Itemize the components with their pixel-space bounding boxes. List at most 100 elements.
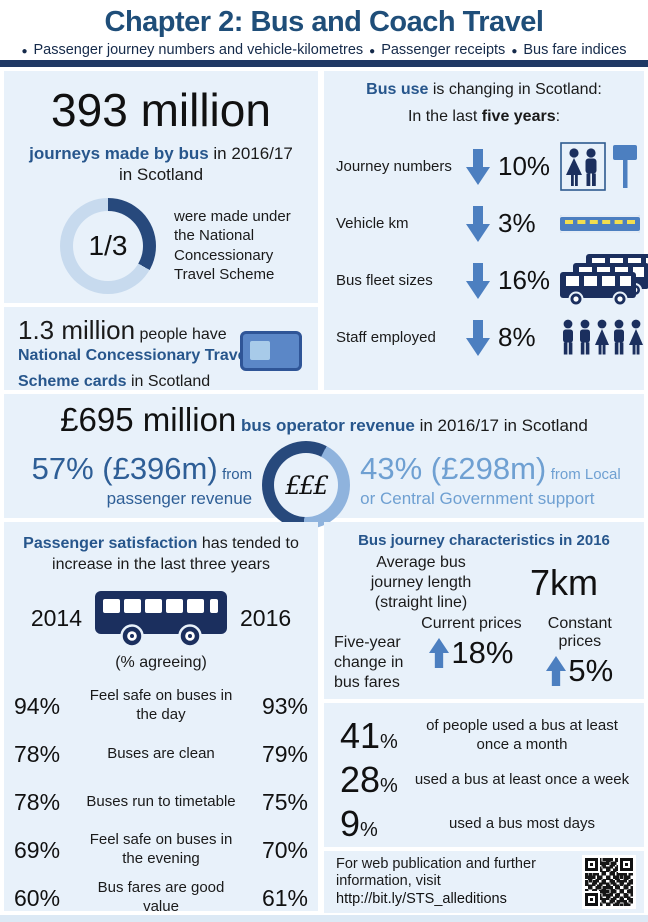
journeys-subtitle: journeys made by bus in 2016/17 in Scotl… — [4, 143, 318, 186]
usage-number: 28 — [340, 759, 381, 800]
usage-number: 41 — [340, 715, 381, 756]
value-2016: 70% — [261, 836, 308, 863]
qr-finder-icon — [620, 858, 633, 871]
bus-use-sub-bold: five years — [481, 108, 556, 125]
year-2016-label: 2016 — [240, 605, 292, 632]
bus-use-title: Bus use is changing in Scotland: — [324, 81, 644, 99]
percent-sign: % — [360, 819, 378, 841]
donut-fraction-label: 1/3 — [73, 210, 143, 281]
usage-label: used a bus most days — [449, 814, 595, 832]
journeys-subtitle-bold: journeys made by bus — [29, 144, 209, 163]
avg-journey-value: 7km — [529, 562, 598, 603]
cards-line1: 1.3 million people have — [18, 315, 304, 346]
fare-change-label: Five-year change in bus fares — [334, 634, 404, 691]
bus-use-rows: Journey numbers 10% — [324, 138, 648, 366]
usage-panel: 41% of people used a bus at least once a… — [324, 703, 644, 847]
down-arrow-icon — [462, 148, 494, 185]
avg-journey-label: Average bus journey length (straight lin… — [370, 554, 472, 611]
satisfaction-panel: Passenger satisfaction has tended to inc… — [4, 522, 318, 915]
constant-prices-block: Constant prices 5% — [526, 615, 634, 693]
revenue-ring-chart: £££ — [262, 441, 351, 529]
satisfaction-bus-row: 2014 2016 — [4, 588, 318, 650]
government-support-value: 43% (£298m) — [360, 451, 547, 486]
row-label: Buses run to timetable — [86, 792, 236, 810]
row-value: 16% — [498, 265, 551, 295]
revenue-title-rest: in 2016/17 in Scotland — [419, 416, 588, 435]
row-value: 3% — [498, 208, 536, 238]
satisfaction-row: 69% Feel safe on buses in the evening 70… — [4, 828, 318, 873]
row-label: Bus fares are good value — [97, 879, 225, 916]
characteristics-panel: Bus journey characteristics in 2016 Aver… — [324, 522, 644, 699]
value-2014: 69% — [14, 836, 61, 863]
satisfaction-title-line2: increase in the last three years — [52, 555, 270, 573]
bullet-icon: ● — [21, 46, 28, 57]
bus-use-title-rest: is changing in Scotland: — [432, 81, 602, 98]
down-arrow-icon — [462, 319, 494, 356]
topic-item: Bus fare indices — [523, 42, 627, 58]
satisfaction-row: 78% Buses are clean 79% — [4, 732, 318, 777]
passengers-at-bus-stop-icon — [560, 141, 606, 191]
down-arrow-icon — [462, 205, 494, 242]
bullet-icon: ● — [511, 46, 518, 57]
usage-row-mostdays: 9% used a bus most days — [340, 803, 632, 845]
usage-label: used a bus at least once a week — [414, 770, 630, 788]
percent-sign: % — [380, 775, 398, 797]
bus-use-row-staff: Staff employed 8% — [324, 309, 644, 366]
passenger-revenue-line2: passenger revenue — [106, 489, 253, 508]
percent-sign: % — [380, 731, 398, 753]
qr-finder-icon — [585, 893, 598, 906]
cards-big-number: 1.3 million — [18, 315, 136, 345]
value-2016: 75% — [261, 788, 308, 815]
up-arrow-icon — [429, 638, 450, 668]
pound-symbols: £££ — [274, 453, 339, 517]
journeys-big-number: 393 million — [51, 84, 271, 136]
value-2016: 93% — [261, 692, 308, 719]
row-label: Buses are clean — [107, 744, 215, 762]
characteristics-title: Bus journey characteristics in 2016 — [358, 532, 610, 549]
usage-value: 41% — [340, 715, 412, 757]
usage-label: of people used a bus at least once a mon… — [426, 717, 618, 753]
bottom-strip — [0, 915, 648, 922]
footer-url-link[interactable]: http://bit.ly/STS_alleditions — [336, 890, 507, 907]
passenger-revenue-share: 57% (£396m) from passenger revenue — [14, 451, 258, 509]
usage-number: 9 — [340, 803, 361, 844]
revenue-panel: £695 million bus operator revenue in 201… — [4, 394, 644, 529]
satisfaction-row: 78% Buses run to timetable 75% — [4, 780, 318, 825]
staff-group-icon — [563, 319, 643, 354]
revenue-title: £695 million bus operator revenue in 201… — [4, 401, 644, 439]
satisfaction-row: 94% Feel safe on buses in the day 93% — [4, 684, 318, 729]
cards-line3-rest: in Scotland — [130, 373, 211, 390]
satisfaction-rows: 94% Feel safe on buses in the day 93% 78… — [4, 684, 318, 921]
road-icon — [560, 214, 640, 233]
value-2016: 61% — [261, 884, 308, 911]
cards-line2: National Concessionary Travel — [18, 347, 251, 364]
current-prices-label: Current prices — [421, 615, 522, 632]
government-support-share: 43% (£298m) from Local or Central Govern… — [354, 451, 634, 509]
row-value: 8% — [498, 322, 536, 352]
usage-value: 28% — [340, 759, 412, 801]
revenue-big-number: £695 million — [60, 401, 237, 438]
bus-use-title-bold: Bus use — [366, 81, 429, 98]
bus-use-row-journeys: Journey numbers 10% — [324, 138, 644, 195]
row-label: Feel safe on buses in the day — [89, 687, 233, 724]
bullet-icon: ● — [369, 46, 376, 57]
bus-icon — [95, 590, 227, 648]
footer-panel: For web publication and further informat… — [324, 851, 644, 913]
value-2014: 78% — [14, 740, 61, 767]
satisfaction-title-rest: has tended to — [201, 535, 299, 552]
header-divider-bar — [0, 60, 648, 67]
bus-use-row-vehiclekm: Vehicle km 3% — [324, 195, 644, 252]
revenue-title-bold: bus operator revenue — [241, 416, 415, 435]
footer-line1: For web publication and further — [336, 855, 536, 872]
bus-use-row-fleet: Bus fleet sizes 16% — [324, 252, 648, 309]
row-label: Feel safe on buses in the evening — [89, 831, 233, 868]
revenue-body: 57% (£396m) from passenger revenue £££ 4… — [4, 441, 644, 529]
topic-item: Passenger journey numbers and vehicle-ki… — [33, 42, 364, 58]
topic-item: Passenger receipts — [381, 42, 506, 58]
row-value: 10% — [498, 151, 551, 181]
cards-after-number: people have — [139, 326, 227, 343]
row-label: Bus fleet sizes — [336, 272, 433, 289]
government-support-line2: or Central Government support — [360, 489, 595, 508]
travel-card-photo — [250, 341, 270, 360]
